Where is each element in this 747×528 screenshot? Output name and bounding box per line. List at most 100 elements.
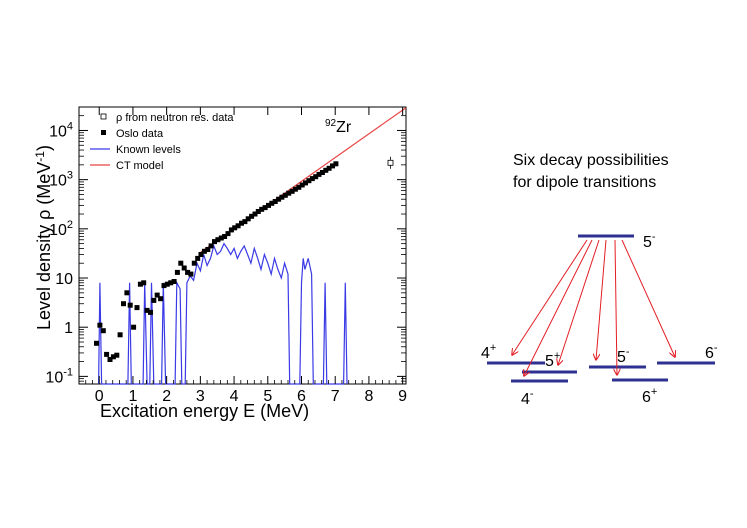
oslo-data-point-45 (245, 216, 251, 222)
oslo-data-point-21 (164, 281, 170, 287)
oslo-data-point-67 (319, 170, 325, 175)
axis-ticks: 0 1 2 3 4 5 6 7 8 9 10-1 1 10 102 103 104 (45, 106, 407, 405)
oslo-data-point-56 (282, 192, 288, 198)
oslo-data-point-24 (174, 269, 180, 275)
oslo-data-point-15 (144, 307, 150, 313)
x-tick-label-1: 1 (128, 388, 137, 405)
oslo-data-point-66 (316, 171, 322, 177)
legend: ρ from neutron res. data Oslo data Known… (90, 112, 234, 172)
oslo-data-point-33 (205, 247, 211, 252)
neutron-data-point-0 (387, 159, 394, 166)
y-tick-label-1: 1 (64, 320, 73, 337)
y-tick-label-10: 10 (55, 271, 73, 288)
oslo-data-point-51 (266, 202, 271, 208)
oslo-data-point-52 (269, 200, 275, 206)
transition-arrow-to-5minus (596, 239, 607, 360)
oslo-data-point-36 (215, 237, 221, 243)
oslo-data-point-11 (131, 324, 137, 330)
y-axis-title: Level density ρ (MeV-1) (33, 145, 54, 330)
oslo-data-point-19 (158, 296, 164, 302)
oslo-data-point-20 (161, 283, 167, 289)
x-tick-label-2: 2 (162, 388, 171, 405)
x-tick-label-6: 6 (297, 388, 306, 405)
transition-arrow-to-5plus (558, 239, 600, 365)
oslo-data-point-46 (249, 213, 255, 219)
oslo-data-point-39 (225, 231, 231, 237)
oslo-data-point-6 (114, 352, 120, 358)
oslo-data-point-44 (242, 219, 248, 225)
oslo-data-point-41 (232, 225, 238, 231)
oslo-data-point-59 (292, 186, 298, 192)
oslo-data-point-54 (276, 196, 282, 202)
transition-arrow-to-4minus (524, 239, 593, 376)
oslo-data-point-64 (309, 176, 315, 182)
oslo-data-point-68 (323, 167, 329, 173)
oslo-data-point-7 (117, 332, 123, 338)
oslo-data-point-17 (151, 297, 157, 303)
legend-label-known: Known levels (116, 144, 181, 156)
oslo-data-point-1 (97, 322, 103, 328)
oslo-data-point-55 (279, 194, 285, 200)
x-tick-label-4: 4 (230, 388, 239, 405)
oslo-data-point-25 (178, 260, 184, 266)
oslo-data-point-18 (154, 292, 160, 298)
label-6plus: 6+ (642, 386, 657, 406)
oslo-data-point-63 (306, 178, 312, 184)
oslo-data-point-4 (107, 357, 113, 362)
oslo-data-point-10 (127, 302, 133, 308)
oslo-data-point-2 (100, 328, 106, 334)
oslo-data-point-69 (326, 165, 332, 171)
series-line-2 (98, 242, 348, 385)
isotope-label: 92Zr (325, 118, 352, 136)
oslo-data-point-48 (255, 209, 261, 214)
oslo-data-point-3 (104, 351, 110, 357)
oslo-data-point-37 (218, 235, 224, 241)
caption-line-1: Six decay possibilities (513, 152, 669, 169)
oslo-data-point-14 (141, 280, 147, 286)
oslo-data-point-70 (330, 163, 335, 169)
oslo-data-point-26 (181, 265, 187, 271)
oslo-data-point-5 (110, 354, 116, 360)
diagram-caption: Six decay possibilities for dipole trans… (513, 150, 669, 194)
oslo-data-point-0 (94, 340, 99, 346)
oslo-data-point-38 (222, 234, 228, 239)
oslo-data-point-50 (262, 205, 268, 211)
caption-line-2: for dipole transitions (513, 174, 657, 191)
legend-label-neutron: ρ from neutron res. data (116, 112, 234, 124)
legend-marker-open-square (100, 113, 107, 120)
plot-markers (94, 156, 394, 362)
oslo-data-point-27 (185, 269, 191, 275)
plot-frame (78, 106, 407, 385)
oslo-data-point-61 (299, 182, 305, 188)
oslo-data-point-23 (171, 279, 177, 284)
transition-arrow-to-6plus (615, 239, 617, 375)
oslo-data-point-43 (239, 220, 244, 226)
oslo-data-point-60 (296, 184, 302, 190)
x-axis-title: Excitation energy E (MeV) (100, 401, 309, 421)
label-6minus: 6- (705, 342, 718, 362)
oslo-data-point-42 (235, 223, 241, 229)
oslo-data-point-49 (259, 206, 265, 212)
transition-arrow-to-4plus (512, 239, 588, 355)
oslo-data-point-12 (134, 305, 140, 311)
x-tick-label-5: 5 (263, 388, 272, 405)
label-5plus: 5+ (545, 350, 560, 370)
label-4plus: 4+ (481, 342, 496, 362)
oslo-data-point-65 (313, 174, 319, 180)
oslo-data-point-47 (252, 211, 258, 217)
oslo-data-point-16 (148, 309, 153, 315)
oslo-data-point-62 (303, 180, 308, 186)
x-tick-label-9: 9 (398, 388, 407, 405)
label-5minus: 5- (617, 346, 630, 366)
oslo-data-point-22 (168, 280, 174, 286)
oslo-data-point-57 (286, 190, 292, 196)
oslo-data-point-8 (121, 301, 126, 307)
oslo-data-point-29 (191, 260, 197, 266)
transition-arrow-to-6minus (621, 239, 675, 357)
label-4minus: 4- (521, 388, 534, 408)
level-diagram: 5- 4+ 5+ 4- 5- 6+ 6- (481, 231, 718, 408)
x-tick-label-3: 3 (196, 388, 205, 405)
oslo-data-point-53 (272, 199, 278, 204)
oslo-data-point-34 (208, 243, 214, 249)
oslo-data-point-40 (228, 227, 234, 233)
